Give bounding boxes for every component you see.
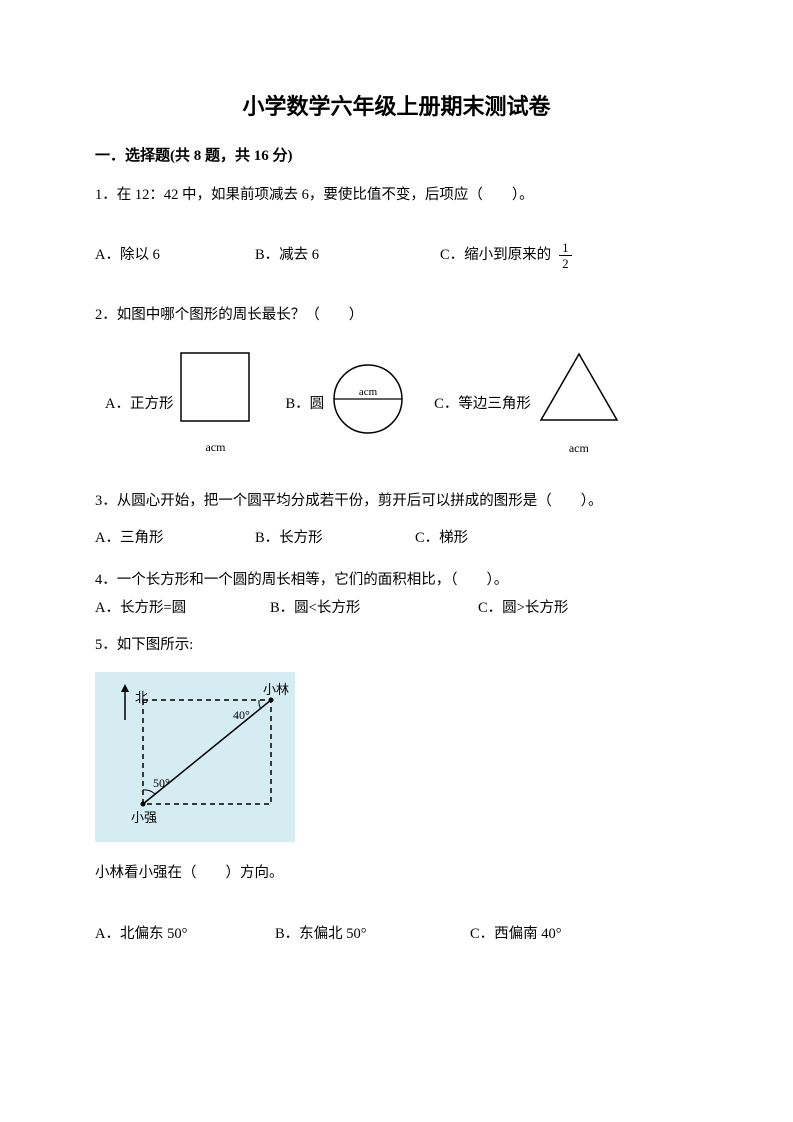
fraction-den: 2 bbox=[562, 256, 569, 270]
name-top: 小林 bbox=[263, 682, 289, 697]
q5-text1: 5．如下图所示: bbox=[95, 632, 698, 660]
fraction: 1 2 bbox=[559, 241, 572, 270]
q3-text: 3．从圆心开始，把一个圆平均分成若干份，剪开后可以拼成的图形是（ ）。 bbox=[95, 488, 698, 516]
fraction-num: 1 bbox=[559, 241, 572, 256]
question-2: 2．如图中哪个图形的周长最长？（ ） A．正方形 acm B．圆 acm C bbox=[95, 302, 698, 460]
q2-shape-circle: B．圆 acm bbox=[285, 361, 406, 448]
q1-options: A．除以 6 B．减去 6 C．缩小到原来的 1 2 bbox=[95, 241, 698, 270]
question-4: 4．一个长方形和一个圆的周长相等，它们的面积相比，（ ）。 A．长方形=圆 B．… bbox=[95, 567, 698, 622]
q1-opt-a: A．除以 6 bbox=[95, 242, 255, 270]
q3-opt-b: B．长方形 bbox=[255, 525, 415, 553]
name-bottom: 小强 bbox=[131, 810, 157, 825]
question-3: 3．从圆心开始，把一个圆平均分成若干份，剪开后可以拼成的图形是（ ）。 A．三角… bbox=[95, 488, 698, 553]
circle-figure: acm bbox=[330, 361, 406, 448]
q2-label-b: B．圆 bbox=[285, 391, 324, 419]
q5-opt-a: A．北偏东 50° bbox=[95, 921, 275, 949]
q5-options: A．北偏东 50° B．东偏北 50° C．西偏南 40° bbox=[95, 921, 698, 949]
section-header: 一．选择题(共 8 题，共 16 分) bbox=[95, 145, 698, 168]
q4-opt-b: B．圆<长方形 bbox=[270, 595, 478, 623]
circle-dim: acm bbox=[359, 386, 378, 398]
question-5: 5．如下图所示: 北 40° 50° 小林 小强 小林看小强在（ ）方向。 A bbox=[95, 632, 698, 949]
q2-label-a: A．正方形 bbox=[105, 391, 173, 419]
square-figure: acm bbox=[179, 351, 251, 459]
q4-opt-c: C．圆>长方形 bbox=[478, 595, 568, 623]
q5-text2: 小林看小强在（ ）方向。 bbox=[95, 860, 698, 888]
question-1: 1．在 12：42 中，如果前项减去 6，要使比值不变，后项应（ ）。 A．除以… bbox=[95, 182, 698, 271]
q5-opt-c: C．西偏南 40° bbox=[470, 921, 562, 949]
q1-opt-c: C．缩小到原来的 1 2 bbox=[440, 241, 572, 270]
circle-icon: acm bbox=[330, 361, 406, 437]
triangle-icon bbox=[537, 350, 621, 424]
q4-opt-a: A．长方形=圆 bbox=[95, 595, 270, 623]
q5-opt-b: B．东偏北 50° bbox=[275, 921, 470, 949]
square-icon bbox=[179, 351, 251, 423]
q2-shapes: A．正方形 acm B．圆 acm C．等边三角形 bbox=[105, 350, 698, 460]
q5-diagram: 北 40° 50° 小林 小强 bbox=[95, 672, 295, 842]
direction-diagram-icon: 北 40° 50° 小林 小强 bbox=[95, 672, 295, 842]
q2-shape-triangle: C．等边三角形 acm bbox=[434, 350, 621, 460]
square-dim: acm bbox=[179, 436, 251, 459]
page-title: 小学数学六年级上册期末测试卷 bbox=[95, 90, 698, 123]
q3-opt-a: A．三角形 bbox=[95, 525, 255, 553]
q3-opt-c: C．梯形 bbox=[415, 525, 468, 553]
triangle-dim: acm bbox=[537, 437, 621, 460]
q2-label-c: C．等边三角形 bbox=[434, 391, 531, 419]
angle-top: 40° bbox=[233, 708, 250, 722]
q3-options: A．三角形 B．长方形 C．梯形 bbox=[95, 525, 698, 553]
north-label: 北 bbox=[135, 690, 148, 705]
q1-opt-b: B．减去 6 bbox=[255, 242, 440, 270]
q2-shape-square: A．正方形 acm bbox=[105, 351, 251, 459]
angle-bottom: 50° bbox=[153, 776, 170, 790]
q4-text: 4．一个长方形和一个圆的周长相等，它们的面积相比，（ ）。 bbox=[95, 567, 698, 595]
q2-text: 2．如图中哪个图形的周长最长？（ ） bbox=[95, 302, 698, 330]
q1-text: 1．在 12：42 中，如果前项减去 6，要使比值不变，后项应（ ）。 bbox=[95, 182, 698, 210]
triangle-figure: acm bbox=[537, 350, 621, 460]
q4-options: A．长方形=圆 B．圆<长方形 C．圆>长方形 bbox=[95, 595, 698, 623]
q1-opt-c-text: C．缩小到原来的 bbox=[440, 242, 551, 270]
